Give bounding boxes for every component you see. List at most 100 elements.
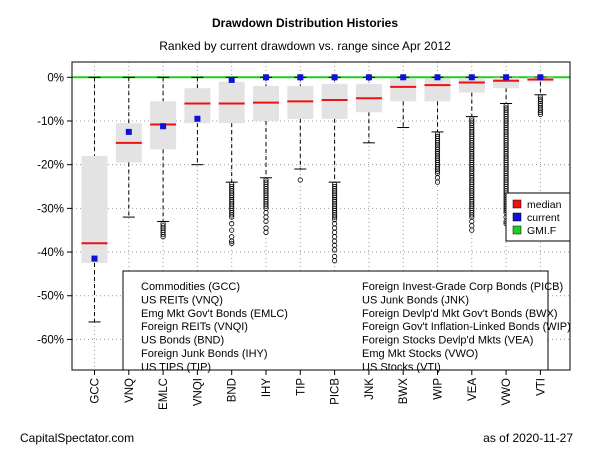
x-tick-label: GCC <box>90 378 102 404</box>
names-legend-item: Foreign REITs (VNQI) <box>141 321 248 333</box>
chart-subtitle: Ranked by current drawdown vs. range sin… <box>159 39 451 53</box>
outlier-point <box>229 238 235 244</box>
current-marker <box>194 115 201 122</box>
current-marker <box>331 74 338 81</box>
box-iqr <box>287 86 314 119</box>
color-legend-swatch <box>512 225 522 235</box>
names-legend-item: Foreign Junk Bonds (IHY) <box>141 348 268 360</box>
y-tick-label: -40% <box>37 247 64 259</box>
y-tick-label: -10% <box>37 116 64 128</box>
box-iqr <box>81 155 108 263</box>
x-tick-label: VEA <box>467 378 479 401</box>
box-bwx <box>390 74 417 129</box>
names-legend-item: US Stocks (VTI) <box>362 361 441 373</box>
plot-area: 0% -10% -20% -30% -40% -50% -60% GCC VNQ EMLC VNQI… <box>37 61 571 410</box>
x-tick-label: EMLC <box>158 378 170 410</box>
outlier-point <box>229 221 235 227</box>
outlier-point <box>434 168 441 174</box>
box-picb <box>321 74 348 264</box>
x-tick-label: JNK <box>364 378 376 400</box>
names-legend-item: Emg Mkt Stocks (VWO) <box>362 348 478 360</box>
current-marker <box>228 76 235 83</box>
names-legend-item: Foreign Stocks Devlp'd Mkts (VEA) <box>362 335 533 347</box>
names-legend-box <box>122 270 549 371</box>
x-tick-label: BWX <box>398 378 410 405</box>
y-tick-label: -50% <box>37 291 64 303</box>
box-bnd <box>218 76 245 246</box>
x-tick-label: VNQ <box>124 378 136 403</box>
outlier-point <box>331 258 338 264</box>
box-emlc <box>150 76 177 240</box>
current-marker <box>160 123 167 130</box>
outlier-point <box>331 214 338 220</box>
box-iqr <box>390 78 417 102</box>
box-ihy <box>253 74 279 235</box>
names-legend-item: Emg Mkt Gov't Bonds (EMLC) <box>141 308 288 320</box>
box-wip <box>424 74 451 185</box>
current-marker <box>297 74 304 81</box>
box-iqr <box>218 81 245 124</box>
box-vnq <box>115 76 142 218</box>
color-legend-label: median <box>527 199 562 211</box>
outlier-point <box>263 229 269 235</box>
outlier-point <box>331 242 338 249</box>
x-tick-label: PICB <box>330 378 342 405</box>
box-iqr <box>458 78 485 93</box>
current-marker <box>468 74 475 81</box>
outlier-point <box>469 227 475 233</box>
names-legend-item: US Bonds (BND) <box>141 335 224 347</box>
box-iqr <box>493 77 520 89</box>
outlier-point <box>160 231 166 238</box>
box-jnk <box>355 74 382 144</box>
current-marker <box>91 255 98 262</box>
y-tick-label: 0% <box>47 72 64 84</box>
outlier-point <box>229 240 235 246</box>
names-legend-item: Commodities (GCC) <box>141 281 240 293</box>
y-tick-label: -20% <box>37 160 64 172</box>
box-vea <box>458 74 485 233</box>
outlier-point <box>469 223 475 229</box>
names-legend: Commodities (GCC)US REITs (VNQ) Emg Mkt G… <box>122 270 571 373</box>
box-vti <box>527 74 554 118</box>
x-tick-label: VTI <box>535 378 547 396</box>
outlier-point <box>229 214 235 220</box>
y-tick-label: -60% <box>37 334 64 346</box>
names-legend-item: Foreign Gov't Inflation-Linked Bonds (WI… <box>362 321 571 333</box>
x-tick-label: VWO <box>501 378 513 406</box>
x-tick-label: WIP <box>433 378 445 400</box>
outlier-point <box>469 218 475 225</box>
chart-title: Drawdown Distribution Histories <box>212 16 398 30</box>
x-tick-label: IHY <box>261 378 273 398</box>
outlier-point <box>297 177 303 183</box>
current-marker <box>365 74 372 81</box>
x-tick-label: BND <box>227 378 239 402</box>
x-tick-label: VNQI <box>192 378 204 406</box>
outlier-point <box>469 212 475 218</box>
outlier-point <box>263 203 269 209</box>
outlier-point <box>537 109 544 115</box>
box-iqr <box>321 83 348 119</box>
outlier-point <box>434 175 441 181</box>
names-legend-item: Foreign Devlp'd Mkt Gov't Bonds (BWX) <box>362 308 558 320</box>
outlier-point <box>229 227 235 233</box>
source-label: CapitalSpectator.com <box>20 431 134 445</box>
box-iqr <box>424 78 451 102</box>
current-marker <box>503 74 510 81</box>
y-tick-label: -30% <box>37 203 64 215</box>
names-legend-item: US Junk Bonds (JNK) <box>362 294 469 306</box>
current-marker <box>400 74 407 81</box>
color-legend-label: GMI.F <box>527 225 556 237</box>
color-legend-swatch <box>512 212 522 222</box>
color-legend-swatch <box>512 199 522 209</box>
names-legend-item: US REITs (VNQ) <box>141 294 223 306</box>
x-tick-label: TIP <box>295 378 307 396</box>
current-marker <box>263 74 269 81</box>
color-legend-label: current <box>527 212 560 224</box>
box-tip <box>287 74 314 183</box>
outlier-point <box>263 218 269 225</box>
names-legend-item: US TIPS (TIP) <box>141 361 211 373</box>
outlier-point <box>537 111 544 118</box>
outlier-point <box>331 247 338 253</box>
